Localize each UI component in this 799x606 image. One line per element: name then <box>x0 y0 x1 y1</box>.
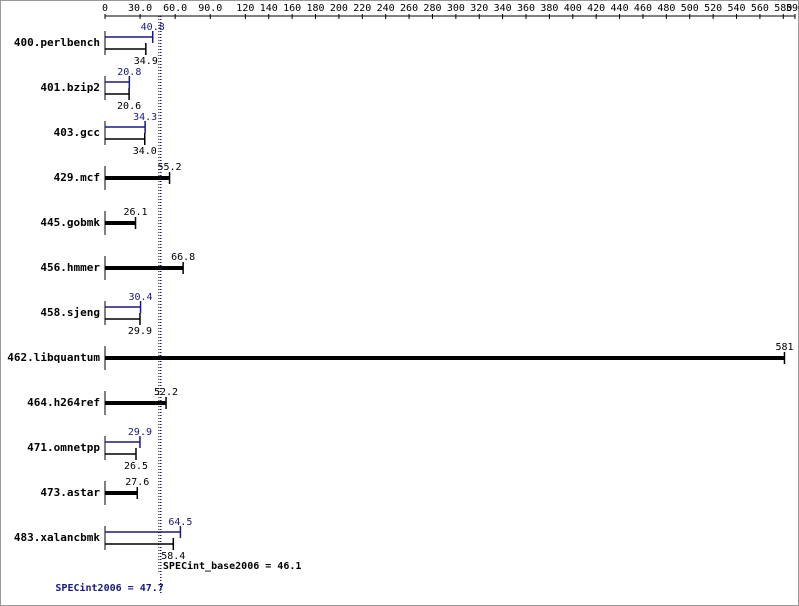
x-tick-label: 300 <box>447 3 465 14</box>
mean-label: SPECint_base2006 = 46.1 <box>163 560 301 572</box>
category-label: 400.perlbench <box>14 36 100 49</box>
x-tick-label: 540 <box>727 3 745 14</box>
category-label: 483.xalancbmk <box>14 531 100 544</box>
value-label: 55.2 <box>158 162 182 173</box>
x-tick-label: 0 <box>102 3 108 14</box>
x-tick-label: 320 <box>470 3 488 14</box>
category-label: 445.gobmk <box>40 216 100 229</box>
value-label: 581 <box>775 342 793 353</box>
value-label: 20.6 <box>117 101 141 112</box>
x-tick-label: 90.0 <box>198 3 222 14</box>
x-tick-label: 520 <box>704 3 722 14</box>
x-tick-label: 200 <box>330 3 348 14</box>
value-label: 64.5 <box>168 517 192 528</box>
value-label: 29.9 <box>128 427 152 438</box>
x-tick-label: 160 <box>283 3 301 14</box>
value-label: 66.8 <box>171 252 195 263</box>
mean-label: SPECint2006 = 47.7 <box>55 582 163 594</box>
value-label: 34.3 <box>133 112 157 123</box>
value-label: 26.5 <box>124 461 148 472</box>
value-label: 27.6 <box>125 477 149 488</box>
value-label: 34.9 <box>134 56 158 67</box>
x-tick-label: 120 <box>236 3 254 14</box>
x-tick-label: 240 <box>377 3 395 14</box>
x-tick-label: 420 <box>587 3 605 14</box>
x-tick-label: 340 <box>494 3 512 14</box>
x-tick-label: 500 <box>681 3 699 14</box>
x-tick-label: 280 <box>423 3 441 14</box>
category-label: 464.h264ref <box>27 396 100 409</box>
x-tick-label: 560 <box>751 3 769 14</box>
x-tick-label: 60.0 <box>163 3 187 14</box>
category-label: 401.bzip2 <box>40 81 100 94</box>
x-tick-label: 380 <box>540 3 558 14</box>
value-label: 58.4 <box>161 551 185 562</box>
value-label: 40.8 <box>141 22 165 33</box>
x-tick-label: 260 <box>400 3 418 14</box>
x-tick-label: 30.0 <box>128 3 152 14</box>
category-label: 429.mcf <box>54 171 100 184</box>
category-label: 456.hmmer <box>40 261 100 274</box>
x-tick-label: 140 <box>260 3 278 14</box>
value-label: 26.1 <box>123 207 147 218</box>
category-label: 473.astar <box>40 486 100 499</box>
category-label: 462.libquantum <box>7 351 100 364</box>
x-tick-label: 440 <box>611 3 629 14</box>
x-tick-label: 580 <box>774 3 792 14</box>
value-label: 34.0 <box>133 146 157 157</box>
x-tick-label: 460 <box>634 3 652 14</box>
category-label: 471.omnetpp <box>27 441 100 454</box>
value-label: 29.9 <box>128 326 152 337</box>
x-tick-label: 480 <box>657 3 675 14</box>
x-tick-label: 590 <box>786 3 799 14</box>
x-tick-label: 220 <box>353 3 371 14</box>
value-label: 52.2 <box>154 387 178 398</box>
value-label: 30.4 <box>129 292 153 303</box>
value-label: 20.8 <box>117 67 141 78</box>
category-label: 458.sjeng <box>40 306 100 319</box>
category-label: 403.gcc <box>54 126 100 139</box>
x-tick-label: 180 <box>306 3 324 14</box>
x-tick-label: 360 <box>517 3 535 14</box>
x-tick-label: 400 <box>564 3 582 14</box>
